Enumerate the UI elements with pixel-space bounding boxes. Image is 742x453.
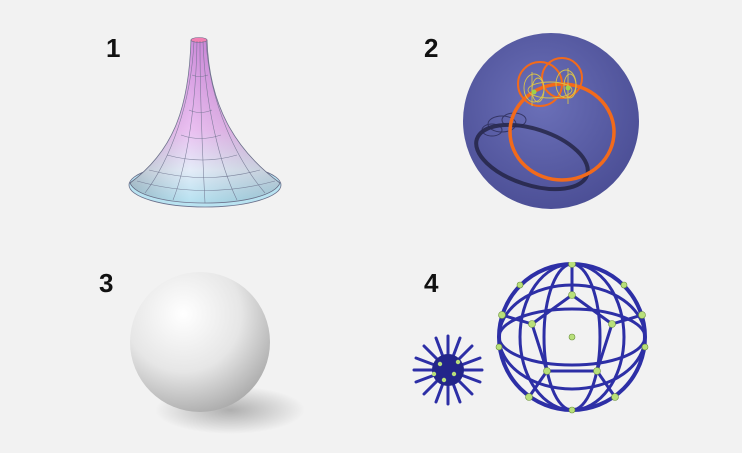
- panel-number-2: 2: [424, 33, 439, 63]
- panel-number-3: 3: [99, 268, 114, 298]
- sphere-icon: [130, 272, 305, 434]
- pseudosphere-icon: [128, 37, 282, 208]
- hopf-fibration-icon: [463, 33, 639, 209]
- panel-number-4: 4: [424, 268, 439, 298]
- hoberman-sphere-icon: [412, 262, 649, 414]
- panel-number-1: 1: [106, 33, 121, 63]
